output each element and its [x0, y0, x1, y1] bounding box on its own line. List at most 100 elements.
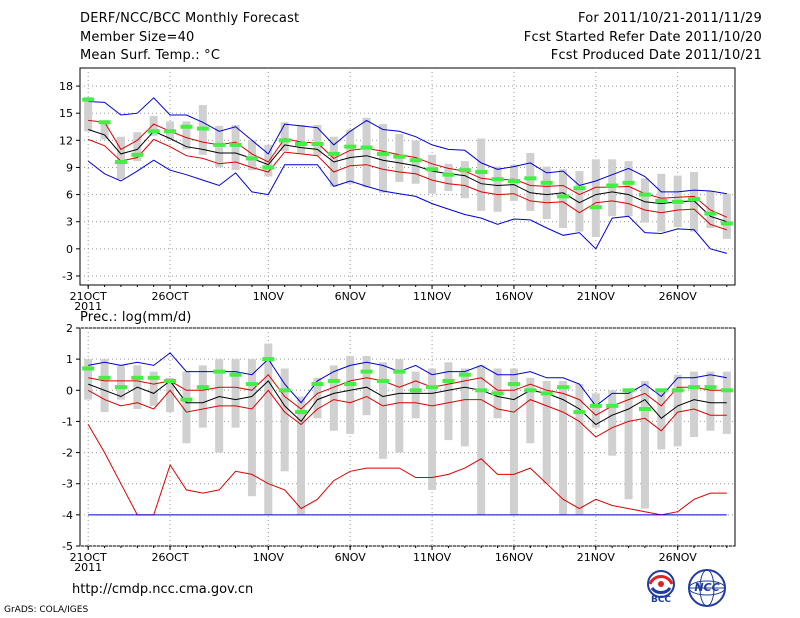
prec-median-marker	[327, 378, 340, 383]
temp-spread-box	[149, 115, 158, 136]
prec-spread-box	[231, 359, 240, 428]
temp-median-marker	[164, 129, 177, 134]
ncc-logo: NCC	[684, 568, 730, 608]
prec-median-marker	[540, 391, 553, 396]
prec-median-marker	[688, 385, 701, 390]
temp-spread-box	[428, 154, 437, 194]
prec-line-p75	[88, 373, 727, 416]
temp-plot-frame	[79, 67, 736, 286]
prec-spread-box	[542, 380, 551, 484]
temp-line-p25	[88, 138, 727, 231]
temp-median-marker	[557, 194, 570, 199]
prec-spread-box	[575, 384, 584, 515]
prec-median-marker	[295, 410, 308, 415]
temp-median-marker	[245, 156, 258, 161]
temp-median-marker	[458, 168, 471, 173]
prec-x-tick-label: 21NOV	[577, 551, 616, 564]
prec-spread-box	[100, 359, 109, 413]
prec-spread-box	[640, 380, 649, 509]
temp-median-marker	[622, 180, 635, 185]
temp-spread-box	[247, 140, 256, 171]
temp-median-marker	[606, 183, 619, 188]
prec-x-tick-label: 11NOV	[413, 551, 452, 564]
temp-median-marker	[442, 172, 455, 177]
prec-spread-box	[608, 390, 617, 456]
prec-median-marker	[360, 369, 373, 374]
prec-spread-box	[182, 371, 191, 444]
temp-y-tick-label: 0	[66, 243, 73, 256]
temp-median-marker	[196, 126, 209, 131]
prec-spread-box	[673, 374, 682, 447]
prec-median-marker	[98, 375, 111, 380]
temp-y-tick-label: 3	[66, 216, 73, 229]
prec-median-marker	[589, 403, 602, 408]
temp-x-tick-label: 1NOV	[253, 290, 285, 303]
temp-line-mean	[88, 129, 727, 223]
temp-spread-box	[624, 161, 633, 217]
temp-median-marker	[376, 151, 389, 156]
grads-credit: GrADS: COLA/IGES	[4, 605, 89, 615]
temp-spread-box	[346, 129, 355, 184]
temp-median-marker	[327, 151, 340, 156]
prec-spread-box	[526, 377, 535, 444]
prec-median-marker	[606, 403, 619, 408]
temp-spread-box	[477, 138, 486, 211]
temp-median-marker	[671, 199, 684, 204]
temp-line-p75	[88, 119, 728, 218]
temp-median-marker	[213, 142, 226, 147]
prec-median-marker	[491, 391, 504, 396]
temp-spread-box	[526, 152, 535, 211]
temp-median-marker	[688, 197, 701, 202]
temp-x-tick-label: 21OCT	[70, 290, 107, 303]
forecast-period: For 2011/10/21-2011/11/29	[578, 11, 762, 26]
prec-median-marker	[720, 388, 733, 393]
prec-spread-box	[509, 368, 518, 515]
prec-spread-box	[149, 371, 158, 406]
temp-median-marker	[311, 141, 324, 146]
prec-median-marker	[164, 378, 177, 383]
prec-spread-box	[460, 368, 469, 447]
prec-spread-box	[116, 365, 125, 400]
prec-line-max	[88, 352, 727, 407]
prec-median-marker	[524, 388, 537, 393]
temp-spread-box	[378, 124, 387, 193]
temp-median-marker	[540, 180, 553, 185]
prec-spread-box	[84, 359, 93, 400]
prec-spread-box	[247, 359, 256, 497]
temp-x-tick-label: 21NOV	[577, 290, 616, 303]
temp-median-marker	[344, 144, 357, 149]
prec-median-marker	[475, 388, 488, 393]
temp-x-tick-label: 26NOV	[659, 290, 698, 303]
prec-spread-box	[591, 393, 600, 428]
bcc-logo: BCC	[640, 568, 682, 608]
prec-median-marker	[131, 375, 144, 380]
prec-median-marker	[147, 375, 160, 380]
temp-median-marker	[262, 165, 275, 170]
prec-y-tick-label: -3	[62, 478, 73, 491]
temp-y-tick-label: 6	[66, 189, 73, 202]
prec-spread-box	[690, 371, 699, 437]
temp-x-tick-label: 6NOV	[335, 290, 367, 303]
prec-median-marker	[458, 372, 471, 377]
temp-spread-box	[542, 166, 551, 219]
prec-spread-box	[264, 343, 273, 515]
prec-median-marker	[557, 385, 570, 390]
temp-median-marker	[704, 211, 717, 216]
temp-median-marker	[98, 120, 111, 125]
prec-spread-box	[477, 365, 486, 515]
prec-median-marker	[409, 388, 422, 393]
temp-y-tick-label: 9	[66, 161, 73, 174]
temp-median-marker	[360, 145, 373, 150]
prec-median-marker	[114, 385, 127, 390]
prec-median-marker	[213, 369, 226, 374]
chart-title: DERF/NCC/BCC Monthly Forecast	[80, 11, 300, 26]
temp-spread-box	[722, 193, 731, 239]
temp-spread-box	[133, 132, 142, 162]
prec-spread-box	[297, 396, 306, 515]
temp-median-marker	[180, 124, 193, 129]
temperature-panel-label: Mean Surf. Temp.: °C	[80, 48, 221, 63]
temp-median-marker	[573, 186, 586, 191]
source-url[interactable]: http://cmdp.ncc.cma.gov.cn	[72, 582, 254, 597]
temp-spread-box	[444, 163, 453, 191]
